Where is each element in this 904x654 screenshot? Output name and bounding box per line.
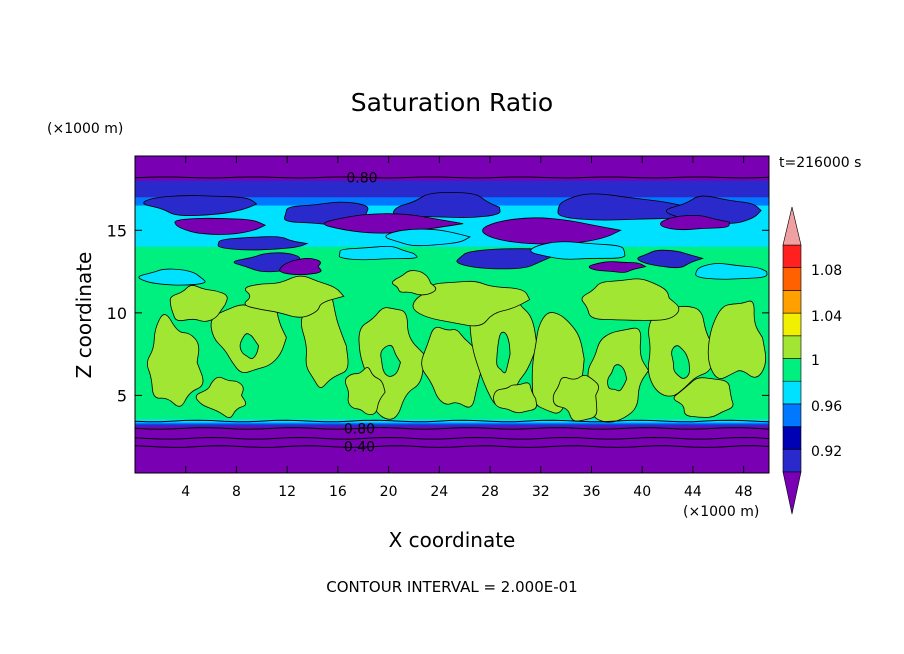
mid-cloud-plume-17 xyxy=(195,376,247,418)
mid-cloud-plume-2 xyxy=(300,294,349,388)
x-tick-label-6: 28 xyxy=(481,484,499,500)
x-tick-label-1: 8 xyxy=(232,484,241,500)
x-axis-label: X coordinate xyxy=(388,528,516,552)
mid-cloud-plume-16 xyxy=(673,377,734,418)
x-tick-label-2: 12 xyxy=(278,484,296,500)
x-tick-label-0: 4 xyxy=(181,484,190,500)
x-tick-label-5: 24 xyxy=(430,484,448,500)
upper-cloud-region-3 xyxy=(557,193,696,221)
mid-cloud-plume-15 xyxy=(552,375,599,422)
contour-field xyxy=(135,156,769,473)
colorbar: 1.08 1.04 1 0.96 0.92 xyxy=(782,206,842,515)
contour-interval-label: CONTOUR INTERVAL = 2.000E-01 xyxy=(326,578,578,596)
colorbar-over-triangle xyxy=(782,206,802,246)
x-tick-label-11: 48 xyxy=(735,484,753,500)
contour-label-1: 0.80 xyxy=(344,421,375,437)
upper-cloud-region-8 xyxy=(660,215,730,231)
mid-cloud-plume-18 xyxy=(493,382,537,414)
y-ticks: 5 10 15 xyxy=(107,221,769,405)
colorbar-label-3: 0.96 xyxy=(811,399,842,415)
upper-cloud-region-17 xyxy=(385,228,471,247)
upper-cloud-region-2 xyxy=(393,191,501,219)
mid-cloud-plume-4 xyxy=(421,326,483,408)
x-tick-label-4: 20 xyxy=(380,484,398,500)
mid-cloud-plume-13 xyxy=(169,285,228,322)
upper-cloud-region-15 xyxy=(138,268,206,286)
y-tick-label-1: 10 xyxy=(107,304,127,323)
colorbar-segment-8 xyxy=(782,267,802,291)
mid-cloud-plume-11 xyxy=(412,280,531,327)
upper-cloud-region-18 xyxy=(217,236,309,251)
x-tick-label-3: 16 xyxy=(329,484,347,500)
contour-label-0: 0.80 xyxy=(346,170,377,186)
upper-cloud-region-16 xyxy=(695,263,768,280)
contour-line-low-2 xyxy=(134,436,770,440)
x-tick-label-7: 32 xyxy=(532,484,550,500)
plume-gap-0 xyxy=(380,344,401,377)
mid-cloud-plume-9 xyxy=(707,300,767,379)
plume-gap-4 xyxy=(607,364,628,392)
colorbar-segment-9 xyxy=(782,244,802,269)
y-tick-label-0: 5 xyxy=(117,386,127,405)
x-tick-label-10: 44 xyxy=(684,484,702,500)
y-tick-label-2: 15 xyxy=(107,221,127,240)
plume-gap-3 xyxy=(239,333,260,359)
x-tick-label-9: 40 xyxy=(633,484,651,500)
contour-line-low-3 xyxy=(134,445,770,448)
colorbar-segment-6 xyxy=(782,312,802,337)
mid-cloud-plume-10 xyxy=(244,275,345,318)
plume-gap-2 xyxy=(671,345,690,379)
colorbar-segment-2 xyxy=(782,403,802,427)
mid-cloud-plume-0 xyxy=(147,314,204,407)
x-axis-units: (×1000 m) xyxy=(683,504,760,520)
colorbar-label-4: 0.92 xyxy=(811,444,842,460)
colorbar-segment-5 xyxy=(782,335,802,359)
plume-gap-1 xyxy=(496,331,511,374)
upper-cloud-region-14 xyxy=(530,241,626,260)
upper-cloud-region-10 xyxy=(279,258,322,276)
colorbar-label-1: 1.04 xyxy=(811,309,842,325)
contour-line-base xyxy=(134,419,770,423)
contour-lines xyxy=(134,176,770,448)
colorbar-label-0: 1.08 xyxy=(811,263,842,279)
y-axis-units: (×1000 m) xyxy=(47,121,124,137)
mid-cloud-plume-19 xyxy=(391,270,437,296)
upper-cloud-region-5 xyxy=(174,217,267,235)
colorbar-segment-7 xyxy=(782,290,802,314)
x-ticks: 4 8 12 16 20 24 28 32 36 40 44 48 xyxy=(181,156,753,500)
upper-cloud-region-12 xyxy=(637,249,704,269)
contour-line-top xyxy=(134,176,770,179)
contour-labels: 0.80 0.80 0.40 xyxy=(344,170,378,455)
colorbar-under-triangle xyxy=(782,471,802,515)
x-tick-label-8: 36 xyxy=(583,484,601,500)
plot-frame xyxy=(134,155,770,474)
mid-cloud-plume-14 xyxy=(344,367,386,416)
chart-title: Saturation Ratio xyxy=(350,88,554,117)
contour-line-low-1 xyxy=(134,427,770,430)
colorbar-segment-3 xyxy=(782,380,802,405)
upper-cloud-region-13 xyxy=(338,245,418,261)
y-axis-label: Z coordinate xyxy=(72,251,96,379)
time-label: t=216000 s xyxy=(779,155,862,171)
colorbar-segment-0 xyxy=(782,448,802,473)
colorbar-label-2: 1 xyxy=(811,353,820,369)
colorbar-segment-1 xyxy=(782,426,802,450)
upper-cloud-region-0 xyxy=(143,195,258,217)
colorbar-segment-4 xyxy=(782,358,802,382)
upper-cloud-region-19 xyxy=(588,261,647,273)
contour-label-2: 0.40 xyxy=(344,440,375,456)
mid-cloud-plume-12 xyxy=(581,278,680,321)
